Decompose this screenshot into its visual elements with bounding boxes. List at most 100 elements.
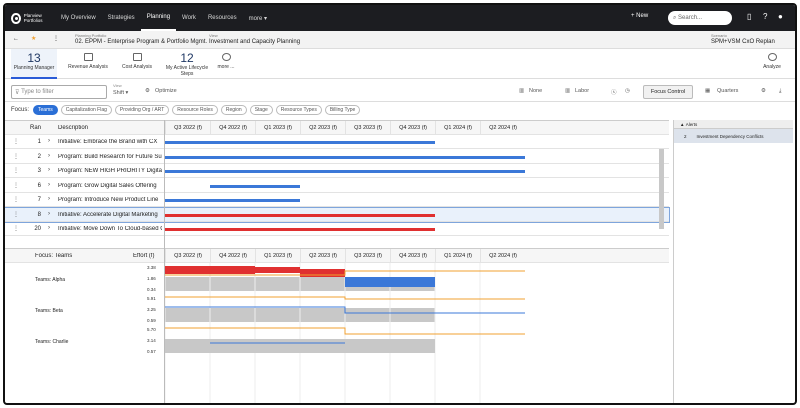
quarters-select[interactable]: Quarters (717, 88, 739, 94)
gantt-bar[interactable] (165, 228, 435, 231)
row-menu-icon[interactable]: ⋮ (13, 211, 19, 218)
chevron-right-icon[interactable]: › (48, 138, 50, 144)
focus-chip[interactable]: Teams (33, 105, 58, 115)
team-label[interactable]: Teams: Beta (35, 308, 63, 314)
nav-item-1[interactable]: Strategies (107, 15, 135, 21)
chevron-right-icon[interactable]: › (48, 196, 50, 202)
focus-control-button[interactable]: Focus Control (643, 85, 693, 99)
shift-view-select[interactable]: Shift ▾ (113, 90, 129, 96)
row-menu-icon[interactable]: ⋮ (13, 226, 19, 232)
focus-chip[interactable]: Providing Org / ART (114, 105, 170, 115)
chevron-right-icon[interactable]: › (48, 210, 50, 217)
none-select[interactable]: None (529, 88, 543, 94)
portfolio-selector[interactable]: 02. EPPM - Enterprise Program & Portfoli… (75, 39, 208, 45)
quarter-header[interactable]: Q3 2023 (f) (345, 121, 390, 135)
table-row[interactable]: ⋮ 20 › Initiative: Move Down To Cloud-based… (5, 222, 669, 236)
nav-item-3[interactable]: Work (182, 15, 196, 21)
nav-item-0[interactable]: My Overview (61, 15, 96, 21)
quarter-header[interactable]: Q1 2023 (f) (255, 249, 300, 263)
chart-icon (132, 53, 142, 61)
quarter-header[interactable]: Q1 2023 (f) (255, 121, 300, 135)
tab-more[interactable]: more ... (215, 49, 237, 79)
quarter-header[interactable]: Q2 2024 (f) (480, 121, 525, 135)
labor-select[interactable]: Labor (575, 88, 590, 94)
focus-chip[interactable]: Resource Types (275, 105, 322, 115)
filter-input[interactable]: ⊽ Type to filter (11, 85, 107, 99)
user-icon[interactable]: ● (778, 12, 783, 21)
table-row[interactable]: ⋮ 7 › Program: Introduce New Product Line (5, 193, 669, 207)
focus-teams-header[interactable]: Focus: Teams (35, 253, 73, 259)
quarter-header[interactable]: Q3 2022 (f) (165, 121, 210, 135)
optimize-icon: ⚙ (145, 88, 150, 94)
help-icon[interactable]: ? (763, 12, 768, 21)
gantt-bar[interactable] (165, 170, 525, 173)
optimize-button[interactable]: Optimize (155, 88, 177, 94)
gantt-bar[interactable] (165, 213, 345, 217)
table-row[interactable]: ⋮ 8 › Initiative: Accelerate Digital Market… (5, 206, 670, 223)
alert-item[interactable]: 2 Investment Dependency Conflicts (674, 129, 793, 143)
quarter-header[interactable]: Q2 2023 (f) (300, 121, 345, 135)
quarter-header[interactable]: Q4 2022 (f) (210, 249, 255, 263)
nav-item-4[interactable]: Resources (207, 15, 237, 21)
currency-icon[interactable]: ⓢ (611, 90, 617, 96)
focus-chip[interactable]: Billing Type (324, 105, 361, 115)
focus-chip[interactable]: Region (220, 105, 247, 115)
chevron-right-icon[interactable]: › (48, 225, 50, 231)
effort-header[interactable]: Effort (f) (133, 253, 155, 259)
chevron-right-icon[interactable]: › (48, 167, 50, 173)
focus-chip[interactable]: Resource Roles (172, 105, 218, 115)
table-row[interactable]: ⋮ 1 › Initiative: Embrace the Brand with CX (5, 135, 669, 149)
focus-chip[interactable]: Capitalization Flag (60, 105, 112, 115)
quarter-header[interactable]: Q3 2023 (f) (345, 249, 390, 263)
quarter-header[interactable]: Q4 2023 (f) (390, 121, 435, 135)
team-label[interactable]: Teams: Alpha (35, 277, 66, 283)
settings-icon[interactable]: ⚙ (761, 88, 766, 94)
planview-logo[interactable]: Planview Portfolios (11, 12, 55, 24)
row-menu-icon[interactable]: ⋮ (13, 139, 19, 145)
table-row[interactable]: ⋮ 3 › Program: NEW HIGH PRIORITY Digital Pr… (5, 164, 669, 178)
search-input[interactable]: ⌕ Search... (668, 11, 732, 25)
download-icon[interactable]: ⤓ (779, 88, 782, 94)
gantt-bar[interactable] (165, 141, 435, 144)
new-button[interactable]: + New (631, 13, 649, 19)
quarter-header[interactable]: Q4 2022 (f) (210, 121, 255, 135)
nav-item-5[interactable]: more ▾ (248, 15, 267, 22)
pane-divider[interactable] (164, 120, 165, 403)
quarter-header[interactable]: Q3 2022 (f) (165, 249, 210, 263)
quarter-header[interactable]: Q2 2023 (f) (300, 249, 345, 263)
row-menu-icon[interactable]: ⋮ (13, 153, 19, 160)
clock-icon[interactable]: ◷ (625, 88, 630, 94)
table-row[interactable]: ⋮ 2 › Program: Build Research for Future Su… (5, 150, 669, 164)
favorite-star-icon[interactable]: ★ (31, 36, 37, 42)
tab-revenue-analysis[interactable]: Revenue Analysis (65, 49, 111, 79)
row-menu-icon[interactable]: ⋮ (13, 168, 19, 174)
quarter-header[interactable]: Q4 2023 (f) (390, 249, 435, 263)
gantt-bar[interactable] (165, 155, 525, 159)
quarter-header[interactable]: Q1 2024 (f) (435, 249, 480, 263)
rank-header[interactable]: Ran (29, 125, 41, 131)
description-header[interactable]: Description (58, 125, 89, 131)
row-menu-icon[interactable]: ⋮ (13, 182, 19, 189)
gantt-bar[interactable] (210, 184, 300, 188)
nav-item-2[interactable]: Planning (140, 5, 177, 31)
book-icon[interactable]: ▯ (747, 12, 752, 21)
chevron-right-icon[interactable]: › (48, 152, 50, 159)
vertical-scrollbar[interactable] (659, 149, 664, 229)
team-label[interactable]: Teams: Charlie (35, 339, 69, 345)
tab-planning-manager[interactable]: 13 Planning Manager (11, 49, 57, 79)
scenario-selector[interactable]: SPM+VSM CxO Replan (711, 39, 775, 45)
gantt-bar[interactable] (345, 213, 435, 217)
chevron-right-icon[interactable]: › (48, 181, 50, 188)
tab-cost-analysis[interactable]: Cost Analysis (115, 49, 159, 79)
focus-chip[interactable]: Stage (249, 105, 273, 115)
view-selector[interactable]: Investment and Capacity Planning (209, 39, 301, 45)
gantt-bar[interactable] (165, 199, 300, 202)
row-menu-icon[interactable]: ⋮ (13, 197, 19, 203)
more-menu-icon[interactable]: ⋮ (53, 36, 59, 42)
back-icon[interactable]: ← (13, 36, 19, 42)
quarter-header[interactable]: Q2 2024 (f) (480, 249, 525, 263)
analyze-button[interactable]: Analyze (757, 49, 787, 79)
quarter-header[interactable]: Q1 2024 (f) (435, 121, 480, 135)
tab-lifecycle-steps[interactable]: 12 My Active Lifecycle Steps (165, 51, 209, 77)
table-row[interactable]: ⋮ 6 › Program: Grow Digital Sales Offering (5, 179, 669, 193)
